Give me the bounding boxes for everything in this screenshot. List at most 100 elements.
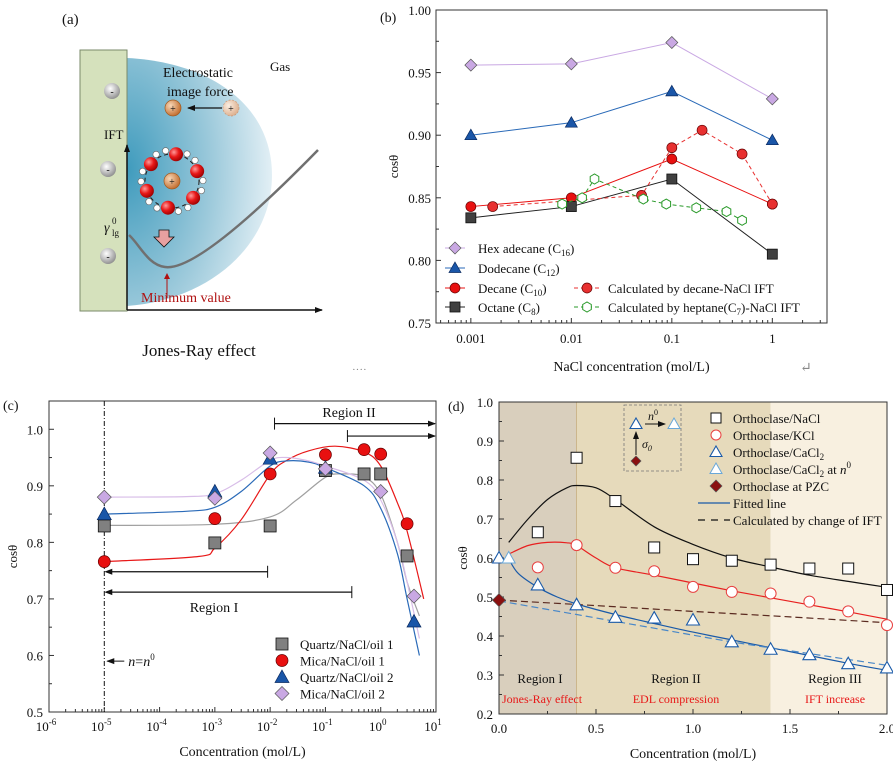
legend-close: ) [536, 300, 540, 315]
series-decane-c10 [465, 153, 778, 212]
data-point [687, 553, 699, 566]
data-point [501, 550, 517, 564]
legend-label: Mica/NaCl/oil 1 [300, 654, 385, 669]
points-orthoclase-kcl [531, 539, 893, 632]
legend-marker [709, 444, 723, 458]
x-tick-label: 0.5 [588, 721, 604, 736]
data-point [736, 148, 748, 160]
cation-center: + [163, 172, 181, 190]
data-point [564, 57, 578, 71]
x-tick-exponent: -3 [215, 717, 223, 727]
data-point [725, 554, 738, 567]
data-point [262, 445, 278, 461]
data-point [803, 562, 816, 575]
x-tick-exponent: -2 [270, 717, 278, 727]
data-point [801, 647, 817, 661]
data-point [589, 173, 600, 185]
water-molecule [137, 177, 154, 206]
data-point [763, 641, 779, 655]
legend-marker [274, 686, 290, 701]
x-tick-exponent: -5 [104, 717, 112, 727]
data-point [737, 214, 747, 226]
panel-d-chart: (d) Region I Jones-Ray effect Region II EDL … [448, 395, 893, 762]
points-orthoclase-cacl2 [491, 550, 893, 674]
data-point [765, 133, 779, 146]
x-tick-label: 10-5 [91, 717, 112, 734]
series-quartz-nacl-oil-2 [104, 460, 420, 656]
points-orthoclase-cacl2-at-n0 [501, 550, 517, 564]
legend-label: Calculated by decane-NaCl IFT [608, 281, 774, 296]
data-point [881, 583, 893, 596]
data-point [465, 212, 477, 224]
series-calculated-by-heptane-c7-nacl-ift [557, 173, 747, 226]
plot-frame [48, 400, 437, 713]
inset-frame [623, 404, 682, 472]
legend-label: Hex adecane (C16) [478, 241, 574, 258]
hydrogen-atom [162, 147, 170, 155]
data-point [661, 198, 672, 210]
hydrogen-atom [139, 167, 147, 175]
data-point [665, 84, 679, 97]
data-point [648, 565, 661, 578]
y-tick-label: 0.90 [408, 128, 431, 143]
down-arrow-icon [153, 229, 175, 248]
data-point [373, 483, 389, 499]
hydrogen-atom [152, 150, 160, 158]
image-charge-cation: + [164, 99, 182, 117]
x-tick-label: 0.001 [456, 331, 485, 346]
data-point [569, 597, 585, 611]
legend-label: Orthoclase/NaCl [733, 411, 821, 426]
data-point [464, 128, 478, 141]
legend-marker [274, 669, 290, 683]
legend-label: Quartz/NaCl/oil 2 [300, 670, 394, 685]
oxygen-atom [139, 183, 154, 198]
x-tick-label: 10-1 [312, 717, 333, 734]
oxygen-atom [169, 147, 184, 162]
data-point [207, 490, 223, 506]
data-point [319, 448, 332, 462]
svg-text:+: + [228, 104, 234, 115]
data-point [764, 587, 777, 600]
region-label: Region II [651, 671, 700, 686]
data-point [357, 467, 371, 481]
data-point [464, 58, 478, 72]
x-axis-label: Concentration (mol/L) [630, 747, 757, 762]
x-tick-label: 0.0 [491, 721, 507, 736]
svg-text:-: - [106, 165, 109, 176]
legend-tail: )-NaCl IFT [741, 300, 800, 315]
data-point [721, 206, 732, 218]
y-tick-label: 0.5 [27, 705, 43, 720]
oxygen-atom [143, 157, 158, 172]
legend-label: Orthoclase/KCl [733, 428, 815, 443]
negative-ion-3: - [100, 248, 116, 264]
y-tick-label: 0.2 [477, 707, 493, 722]
inset-triangle-start [629, 416, 643, 430]
y-tick-label: 1.0 [477, 395, 493, 410]
hydrogen-atom [174, 207, 182, 215]
x-tick-exponent: -6 [49, 717, 57, 727]
inset-n0-sup: 0 [654, 408, 658, 417]
data-point [842, 605, 855, 618]
x-tick-exponent: -1 [325, 717, 333, 727]
hydrogen-atom [199, 177, 207, 185]
legend-label: Calculated by change of IFT [733, 513, 882, 528]
x-tick-label: 10-2 [257, 717, 278, 734]
data-point [357, 443, 371, 456]
water-molecule [184, 187, 205, 212]
legend-marker [449, 301, 461, 313]
ghost-cation: + [222, 99, 240, 117]
y-tick-label: 0.75 [408, 316, 431, 331]
oxygen-atom [190, 164, 205, 179]
data-point [638, 193, 649, 205]
inset-pzc-diamond [630, 455, 642, 467]
points-orthoclase-at-pzc [492, 593, 506, 608]
svg-text:lg: lg [112, 228, 120, 238]
panel-d-label: (d) [448, 400, 465, 415]
ellipsis-marker: ···· [352, 364, 367, 376]
region-description: IFT increase [805, 692, 865, 706]
legend-marker [581, 282, 593, 294]
y-tick-label: 0.6 [477, 551, 494, 566]
y-tick-label: 0.9 [27, 479, 43, 494]
legend-subscript: 10 [533, 288, 543, 298]
x-tick-label: 1 [769, 331, 776, 346]
